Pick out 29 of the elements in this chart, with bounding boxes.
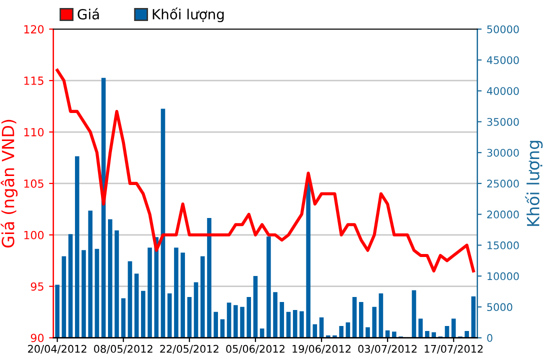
y-tick-label: 115 xyxy=(24,76,44,85)
y-tick-label: 90 xyxy=(30,334,44,342)
y-tick-label: 105 xyxy=(24,179,44,188)
y2-tick-label: 25000 xyxy=(487,180,519,188)
y2-tick-label: 30000 xyxy=(487,148,519,157)
y2-axis-title: Khối lượng xyxy=(525,140,543,226)
x-tick-label: 03/07/2012 xyxy=(358,344,417,354)
x-tick-label: 20/04/2012 xyxy=(28,344,86,354)
x-tick-label: 05/06/2012 xyxy=(226,344,284,354)
legend-label: Khối lượng xyxy=(152,8,224,22)
y2-tick-label: 0 xyxy=(487,334,492,342)
x-tick-label: 08/05/2012 xyxy=(94,344,152,354)
y2-tick-label: 5000 xyxy=(487,303,512,312)
y-axis-title: Giá (ngân VND) xyxy=(0,120,18,248)
y-tick-label: 95 xyxy=(30,282,44,291)
x-tick-label: 22/05/2012 xyxy=(160,344,218,354)
y2-tick-label: 45000 xyxy=(486,56,519,64)
y2-tick-label: 15000 xyxy=(488,241,519,250)
legend-label: Giá xyxy=(78,8,99,20)
y-tick-label: 120 xyxy=(24,25,44,34)
x-tick-label: 17/07/2012 xyxy=(424,344,483,354)
x-tick-label: 19/06/2012 xyxy=(292,344,350,354)
y-tick-label: 110 xyxy=(24,128,44,136)
y2-tick-label: 50000 xyxy=(487,25,519,34)
y-tick-label: 100 xyxy=(24,230,44,240)
y2-tick-label: 10000 xyxy=(488,272,519,280)
y2-tick-label: 40000 xyxy=(486,87,519,95)
y2-tick-label: 35000 xyxy=(487,118,519,126)
y2-tick-label: 20000 xyxy=(487,210,519,218)
